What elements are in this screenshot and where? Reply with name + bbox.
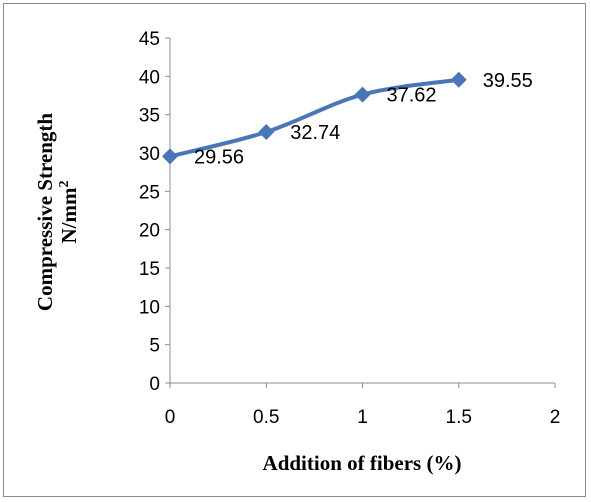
y-ticks: 0 5 10 15 20 25 30 35 40 45 [139,29,170,395]
chart-frame [3,3,586,497]
y-axis-title-line2: N/mm2 [57,181,81,244]
y-tick-label: 25 [139,182,160,203]
y-tick-label: 10 [139,297,160,318]
x-tick-label: 0.5 [253,407,279,428]
y-tick-label: 0 [149,374,160,395]
data-label: 39.55 [483,70,533,92]
data-label: 29.56 [194,146,244,168]
plot-area: 0 5 10 15 20 25 30 35 40 45 0 0.5 1 1.5 2 29.56 32.74 3… [139,29,560,428]
y-tick-label: 35 [139,106,160,127]
y-tick-label: 15 [139,259,160,280]
series-line [168,77,461,159]
series-markers [162,71,467,165]
x-tick-label: 1.5 [446,407,472,428]
x-tick-label: 2 [550,407,561,428]
y-axis-title-line1: Compressive Strength [33,113,57,311]
x-ticks: 0 0.5 1 1.5 2 [165,383,561,428]
data-label: 32.74 [290,122,340,144]
y-tick-label: 30 [139,144,160,165]
x-tick-label: 0 [165,407,176,428]
y-tick-label: 45 [139,29,160,50]
y-tick-label: 40 [139,67,160,88]
data-point-marker [258,123,275,140]
data-label: 37.62 [387,85,437,107]
x-tick-label: 1 [357,407,368,428]
data-point-marker [162,148,178,165]
x-axis-title: Addition of fibers (%) [263,451,462,475]
y-axis-title: Compressive Strength N/mm2 [33,113,81,311]
data-labels: 29.56 32.74 37.62 39.55 [194,70,533,169]
data-point-marker [354,86,371,103]
y-axis-title-superscript: 2 [57,181,72,188]
y-tick-label: 20 [139,221,160,242]
y-tick-label: 5 [149,336,160,357]
y-axis-title-unit: N/mm [57,187,81,243]
data-point-marker [450,71,467,88]
